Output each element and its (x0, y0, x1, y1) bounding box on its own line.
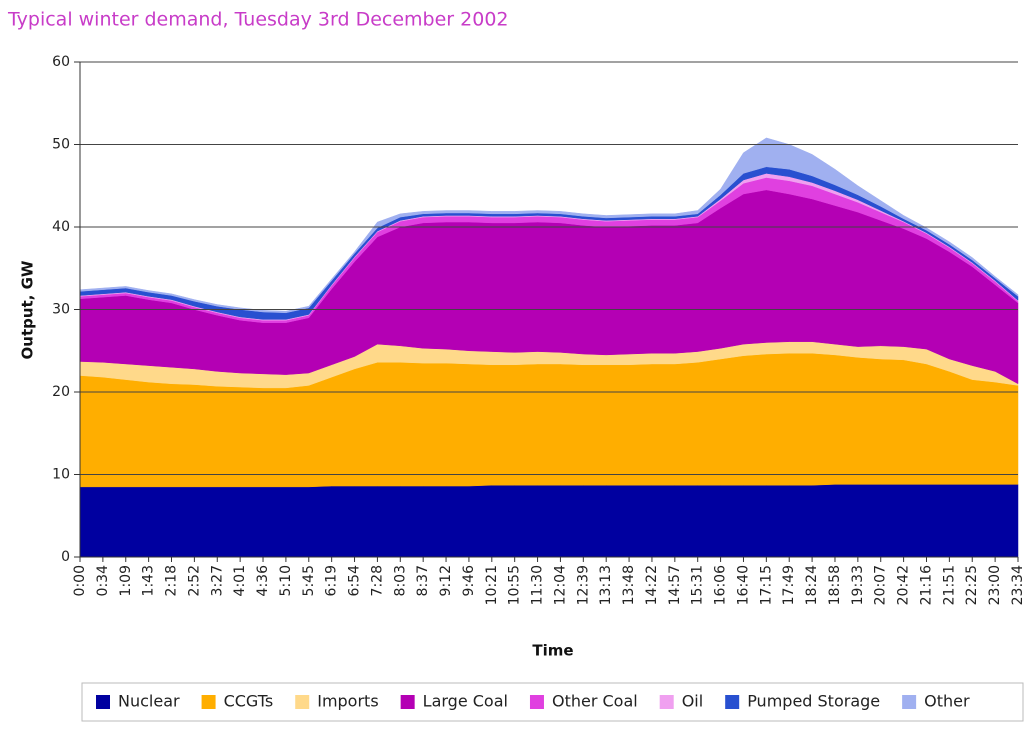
x-tick-label: 13:48 (621, 565, 637, 605)
x-tick-label: 1:09 (118, 565, 134, 596)
x-axis-title: Time (532, 642, 573, 660)
x-tick-label: 15:31 (690, 565, 706, 605)
x-tick-label: 10:55 (507, 565, 523, 605)
legend-label: Other (924, 692, 970, 711)
y-tick-label: 60 (52, 54, 70, 70)
legend-swatch (659, 695, 674, 709)
y-axis-title: Output, GW (19, 260, 37, 359)
legend-label: Nuclear (118, 692, 180, 711)
x-tick-label: 14:22 (644, 565, 660, 605)
x-tick-label: 20:42 (896, 565, 912, 605)
x-tick-label: 2:52 (186, 565, 202, 596)
y-tick-label: 0 (61, 549, 70, 565)
x-tick-label: 11:30 (530, 565, 546, 605)
legend-swatch (725, 695, 740, 709)
legend-swatch (96, 695, 110, 709)
legend-swatch (902, 695, 917, 709)
chart-title: Typical winter demand, Tuesday 3rd Decem… (7, 9, 509, 31)
y-tick-label: 10 (52, 467, 70, 483)
legend-swatch (529, 695, 544, 709)
x-tick-label: 14:57 (667, 565, 683, 605)
x-tick-label: 17:15 (758, 565, 774, 605)
y-tick-label: 50 (52, 137, 70, 153)
x-tick-label: 4:36 (255, 565, 271, 597)
x-tick-label: 8:03 (392, 565, 408, 596)
x-tick-label: 12:04 (552, 565, 568, 605)
x-tick-label: 16:06 (713, 565, 729, 605)
x-tick-label: 0:34 (95, 565, 111, 597)
x-tick-label: 0:00 (72, 565, 88, 596)
area (79, 137, 1019, 314)
x-tick-label: 6:19 (324, 565, 340, 596)
x-tick-label: 23:00 (987, 565, 1003, 605)
x-tick-label: 16:40 (735, 565, 751, 605)
x-tick-label: 3:27 (209, 565, 225, 596)
legend-label: Large Coal (423, 692, 508, 711)
x-tick-label: 23:34 (1010, 565, 1024, 605)
x-tick-label: 6:54 (347, 565, 363, 597)
x-tick-label: 1:43 (141, 565, 157, 596)
x-tick-label: 12:39 (575, 565, 591, 605)
x-tick-label: 18:24 (804, 565, 820, 605)
x-tick-label: 7:28 (369, 565, 385, 596)
legend-label: Imports (317, 692, 378, 711)
x-tick-label: 21:51 (941, 565, 957, 605)
x-tick-label: 22:25 (964, 565, 980, 605)
x-tick-label: 4:01 (232, 565, 248, 596)
legend-label: Pumped Storage (747, 692, 880, 711)
y-tick-label: 40 (52, 219, 70, 235)
x-tick-label: 8:37 (415, 565, 431, 596)
x-tick-label: 2:18 (164, 565, 180, 596)
y-tick-label: 20 (52, 384, 70, 400)
y-tick-label: 30 (52, 302, 70, 318)
x-tick-label: 10:21 (484, 565, 500, 605)
x-tick-label: 18:58 (827, 565, 843, 605)
x-tick-label: 19:33 (850, 565, 866, 605)
x-tick-label: 5:10 (278, 565, 294, 596)
x-tick-label: 21:16 (918, 565, 934, 605)
x-tick-label: 9:12 (438, 565, 454, 596)
x-tick-label: 20:07 (873, 565, 889, 605)
x-tick-label: 9:46 (461, 565, 477, 597)
legend-swatch (201, 695, 216, 709)
legend-label: Other Coal (552, 692, 638, 711)
x-tick-label: 17:49 (781, 565, 797, 605)
area (79, 484, 1019, 558)
legend-swatch (295, 695, 310, 709)
x-tick-label: 5:45 (301, 565, 317, 596)
legend-label: CCGTs (224, 692, 274, 711)
x-tick-label: 13:13 (598, 565, 614, 605)
legend-label: Oil (682, 692, 703, 711)
legend-box (81, 682, 1024, 722)
legend-swatch (400, 695, 415, 709)
